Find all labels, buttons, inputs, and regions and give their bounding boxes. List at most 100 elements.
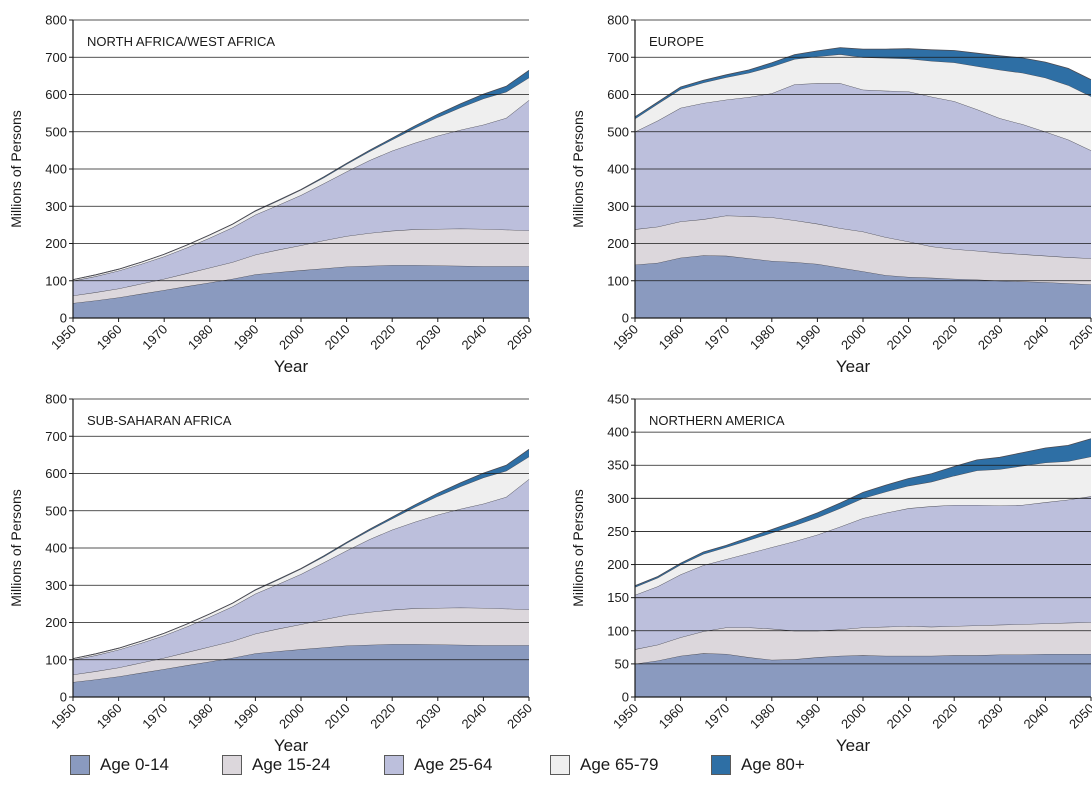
x-tick-label: 2000 xyxy=(838,322,869,353)
y-tick-label: 100 xyxy=(45,652,67,667)
x-tick-label: 2050 xyxy=(1066,701,1092,732)
x-tick-label: 2040 xyxy=(1020,322,1051,353)
y-tick-label: 450 xyxy=(607,392,629,407)
x-tick-label: 1970 xyxy=(139,701,170,732)
legend-swatch-age-15-24 xyxy=(222,755,242,775)
y-tick-label: 600 xyxy=(45,87,67,102)
x-tick-label: 2040 xyxy=(1020,701,1051,732)
x-tick-label: 1960 xyxy=(94,322,125,353)
x-tick-label: 2020 xyxy=(367,322,398,353)
legend-swatch-age-65-79 xyxy=(550,755,570,775)
y-tick-label: 400 xyxy=(45,162,67,177)
y-tick-label: 300 xyxy=(607,199,629,214)
area-age-65-79 xyxy=(635,54,1091,151)
y-tick-label: 500 xyxy=(607,124,629,139)
legend-label-age-80-plus: Age 80+ xyxy=(741,755,805,774)
area-edge-age-80-plus xyxy=(72,448,530,659)
chart-panel-northern-america: 0 50 100 150 200 250 300 350 400 450 1950 1960 1970 1… xyxy=(570,392,1092,753)
legend-label-age-25-64: Age 25-64 xyxy=(414,755,493,774)
area-age-15-24 xyxy=(73,228,529,304)
x-tick-label: 1990 xyxy=(230,701,261,732)
legend-item-age-25-64: Age 25-64 xyxy=(384,752,492,778)
x-tick-label: 1960 xyxy=(656,701,687,732)
chart-title: NORTHERN AMERICA xyxy=(649,413,785,428)
x-tick-label: 2030 xyxy=(975,322,1006,353)
area-age-80-plus xyxy=(635,47,1091,119)
x-tick-label: 1990 xyxy=(792,701,823,732)
y-tick-label: 200 xyxy=(45,615,67,630)
y-axis-label: Millions of Persons xyxy=(8,489,24,607)
legend-swatch-age-25-64 xyxy=(384,755,404,775)
x-tick-label: 2050 xyxy=(1066,322,1092,353)
x-tick-label: 2010 xyxy=(884,701,915,732)
y-axis-label: Millions of Persons xyxy=(8,110,24,228)
y-tick-label: 200 xyxy=(45,236,67,251)
legend-swatch-age-80-plus xyxy=(711,755,731,775)
y-tick-label: 300 xyxy=(45,199,67,214)
x-tick-label: 2030 xyxy=(413,701,444,732)
y-tick-label: 800 xyxy=(607,13,629,28)
y-axis-label: Millions of Persons xyxy=(570,489,586,607)
chart-title: NORTH AFRICA/WEST AFRICA xyxy=(87,34,275,49)
area-age-65-79 xyxy=(73,456,529,660)
legend-item-age-65-79: Age 65-79 xyxy=(550,752,658,778)
y-tick-label: 250 xyxy=(607,524,629,539)
y-tick-label: 100 xyxy=(607,623,629,638)
x-tick-label: 2020 xyxy=(929,701,960,732)
y-tick-label: 0 xyxy=(622,690,629,705)
x-tick-label: 2010 xyxy=(322,701,353,732)
y-tick-label: 100 xyxy=(607,273,629,288)
legend-label-age-65-79: Age 65-79 xyxy=(580,755,659,774)
y-tick-label: 700 xyxy=(45,429,67,444)
area-age-65-79 xyxy=(635,456,1091,595)
x-tick-label: 2010 xyxy=(322,322,353,353)
y-tick-label: 500 xyxy=(45,503,67,518)
x-tick-label: 1960 xyxy=(656,322,687,353)
x-tick-label: 1960 xyxy=(94,701,125,732)
chart-title: EUROPE xyxy=(649,34,704,49)
y-tick-label: 500 xyxy=(45,124,67,139)
y-tick-label: 300 xyxy=(607,491,629,506)
x-axis-label: Year xyxy=(274,357,309,376)
x-tick-label: 2020 xyxy=(367,701,398,732)
y-tick-label: 600 xyxy=(607,87,629,102)
x-tick-label: 1970 xyxy=(701,322,732,353)
area-age-0-14 xyxy=(635,653,1091,697)
chart-panel-north-africa-west-africa: 0 100 200 300 400 500 600 700 800 1950 1960 1970 198… xyxy=(8,13,535,377)
y-tick-label: 300 xyxy=(45,578,67,593)
y-tick-label: 800 xyxy=(45,13,67,28)
area-age-25-64 xyxy=(635,83,1091,259)
area-age-15-24 xyxy=(635,215,1091,285)
x-tick-label: 1950 xyxy=(610,322,641,353)
x-tick-label: 2000 xyxy=(838,701,869,732)
x-tick-label: 2010 xyxy=(884,322,915,353)
chart-panel-sub-saharan-africa: 0 100 200 300 400 500 600 700 800 1950 1960 1970 198… xyxy=(8,392,535,753)
x-tick-label: 1990 xyxy=(230,322,261,353)
area-age-25-64 xyxy=(635,496,1091,650)
x-tick-label: 1950 xyxy=(48,701,79,732)
chart-title: SUB-SAHARAN AFRICA xyxy=(87,413,232,428)
x-tick-label: 2040 xyxy=(458,701,489,732)
y-tick-label: 700 xyxy=(607,50,629,65)
area-age-15-24 xyxy=(73,607,529,683)
x-tick-label: 2040 xyxy=(458,322,489,353)
legend-item-age-15-24: Age 15-24 xyxy=(222,752,330,778)
area-age-0-14 xyxy=(635,255,1091,318)
area-age-25-64 xyxy=(73,479,529,675)
y-axis-label: Millions of Persons xyxy=(570,110,586,228)
x-axis-label: Year xyxy=(836,736,871,752)
legend-label-age-0-14: Age 0-14 xyxy=(100,755,169,774)
y-tick-label: 400 xyxy=(607,425,629,440)
y-tick-label: 700 xyxy=(45,50,67,65)
x-axis-label: Year xyxy=(274,736,309,752)
chart-panel-europe: 0 100 200 300 400 500 600 700 800 1950 1960 1970 198… xyxy=(570,13,1092,377)
x-tick-label: 1950 xyxy=(610,701,641,732)
y-tick-label: 0 xyxy=(60,690,67,705)
legend-label-age-15-24: Age 15-24 xyxy=(252,755,331,774)
y-tick-label: 400 xyxy=(607,162,629,177)
x-tick-label: 1980 xyxy=(747,701,778,732)
y-tick-label: 100 xyxy=(45,273,67,288)
x-tick-label: 1980 xyxy=(185,322,216,353)
area-edge-age-80-plus xyxy=(72,69,530,280)
area-age-15-24 xyxy=(635,622,1091,664)
